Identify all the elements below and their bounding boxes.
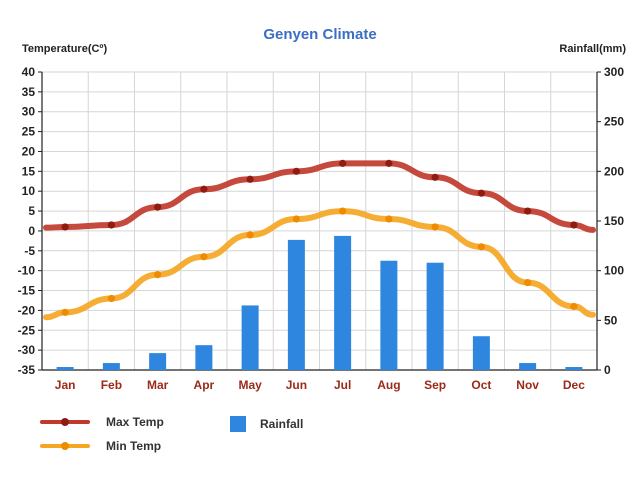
y-tick-label-left: 0 bbox=[28, 224, 35, 238]
rainfall-bar bbox=[519, 363, 537, 370]
y-tick-label-right: 300 bbox=[604, 65, 624, 79]
y-tick-label-left: -5 bbox=[24, 244, 35, 258]
x-tick-label: Nov bbox=[516, 378, 539, 392]
min-temp-line bbox=[43, 208, 596, 321]
max-temp-point bbox=[292, 167, 300, 175]
min-temp-point bbox=[246, 231, 254, 239]
max-temp-point bbox=[154, 203, 162, 211]
x-tick-label: Mar bbox=[147, 378, 169, 392]
rainfall-bar bbox=[426, 262, 444, 370]
max-temp-point bbox=[431, 173, 439, 181]
rainfall-bar bbox=[380, 260, 398, 370]
max-temp-point bbox=[246, 175, 254, 183]
y-tick-label-right: 100 bbox=[604, 264, 624, 278]
y-tick-label-left: 25 bbox=[22, 125, 36, 139]
min-temp-point bbox=[570, 302, 578, 311]
max-temp-point bbox=[107, 221, 115, 229]
max-temp-point bbox=[570, 221, 578, 229]
y-tick-label-right: 200 bbox=[604, 164, 624, 178]
y-tick-label-left: 30 bbox=[22, 105, 36, 119]
x-tick-label: Oct bbox=[471, 378, 491, 392]
y-tick-label-left: 40 bbox=[22, 65, 36, 79]
max-temp-point bbox=[200, 185, 208, 193]
rainfall-bar bbox=[149, 353, 167, 370]
max-temp-point bbox=[524, 207, 532, 215]
min-temp-point bbox=[107, 294, 115, 303]
max-temp-point bbox=[477, 189, 485, 197]
max-temp-point bbox=[61, 223, 69, 231]
y-tick-label-left: -15 bbox=[18, 284, 36, 298]
rainfall-bar bbox=[56, 367, 74, 370]
legend-rainfall-label: Rainfall bbox=[260, 417, 304, 431]
y-tick-label-left: -35 bbox=[18, 363, 36, 377]
y-tick-label-left: -20 bbox=[18, 303, 36, 317]
x-tick-label: Jul bbox=[334, 378, 351, 392]
y-tick-label-left: 10 bbox=[22, 184, 36, 198]
min-temp-point bbox=[339, 207, 347, 215]
legend-min-temp[interactable]: Min Temp bbox=[40, 439, 161, 453]
min-temp-point bbox=[154, 271, 162, 279]
min-temp-point bbox=[431, 223, 439, 231]
min-temp-point bbox=[292, 215, 300, 223]
legend-min-temp-label: Min Temp bbox=[106, 439, 162, 453]
x-tick-label: May bbox=[238, 378, 262, 392]
min-temp-point bbox=[385, 215, 393, 223]
rainfall-bar bbox=[287, 239, 305, 370]
min-temp-point bbox=[477, 243, 485, 251]
y-tick-label-left: -25 bbox=[18, 323, 36, 337]
rainfall-bar bbox=[472, 336, 490, 370]
y-axis-label-right: Rainfall(mm) bbox=[559, 43, 626, 55]
min-temp-point bbox=[524, 278, 532, 287]
x-tick-label: Dec bbox=[563, 378, 585, 392]
y-tick-label-left: -30 bbox=[18, 343, 36, 357]
legend-max-temp-swatch bbox=[40, 415, 90, 429]
chart-title: Genyen Climate bbox=[263, 26, 377, 43]
x-tick-label: Apr bbox=[194, 378, 215, 392]
x-tick-label: Sep bbox=[424, 378, 446, 392]
min-temp-point bbox=[200, 253, 208, 261]
y-tick-label-left: -10 bbox=[18, 264, 36, 278]
x-tick-label: Aug bbox=[377, 378, 400, 392]
y-tick-label-right: 50 bbox=[604, 313, 618, 327]
y-tick-label-left: 20 bbox=[22, 144, 36, 158]
legend-max-temp[interactable]: Max Temp bbox=[40, 415, 164, 429]
rainfall-bar bbox=[195, 345, 213, 370]
y-tick-label-right: 250 bbox=[604, 115, 624, 129]
legend-rainfall[interactable]: Rainfall bbox=[230, 416, 303, 432]
legend-rainfall-swatch bbox=[230, 416, 246, 432]
rainfall-bar bbox=[102, 363, 120, 370]
legend-max-temp-label: Max Temp bbox=[106, 415, 164, 429]
y-tick-label-left: 5 bbox=[28, 204, 35, 218]
rainfall-bar bbox=[241, 305, 259, 370]
x-tick-label: Jun bbox=[286, 378, 307, 392]
max-temp-line bbox=[43, 160, 596, 233]
min-temp-point bbox=[61, 308, 69, 316]
legend-min-temp-swatch bbox=[40, 439, 90, 453]
y-axis-label-left: Temperature(Cº) bbox=[22, 43, 108, 55]
y-tick-label-left: 35 bbox=[22, 85, 36, 99]
y-tick-label-right: 150 bbox=[604, 214, 624, 228]
max-temp-point bbox=[339, 159, 347, 167]
max-temp-point bbox=[385, 159, 393, 167]
rainfall-bar bbox=[565, 367, 583, 370]
y-tick-label-right: 0 bbox=[604, 363, 611, 377]
rainfall-bar bbox=[334, 235, 352, 370]
x-tick-label: Feb bbox=[101, 378, 122, 392]
y-tick-label-left: 15 bbox=[22, 164, 36, 178]
x-tick-label: Jan bbox=[55, 378, 76, 392]
